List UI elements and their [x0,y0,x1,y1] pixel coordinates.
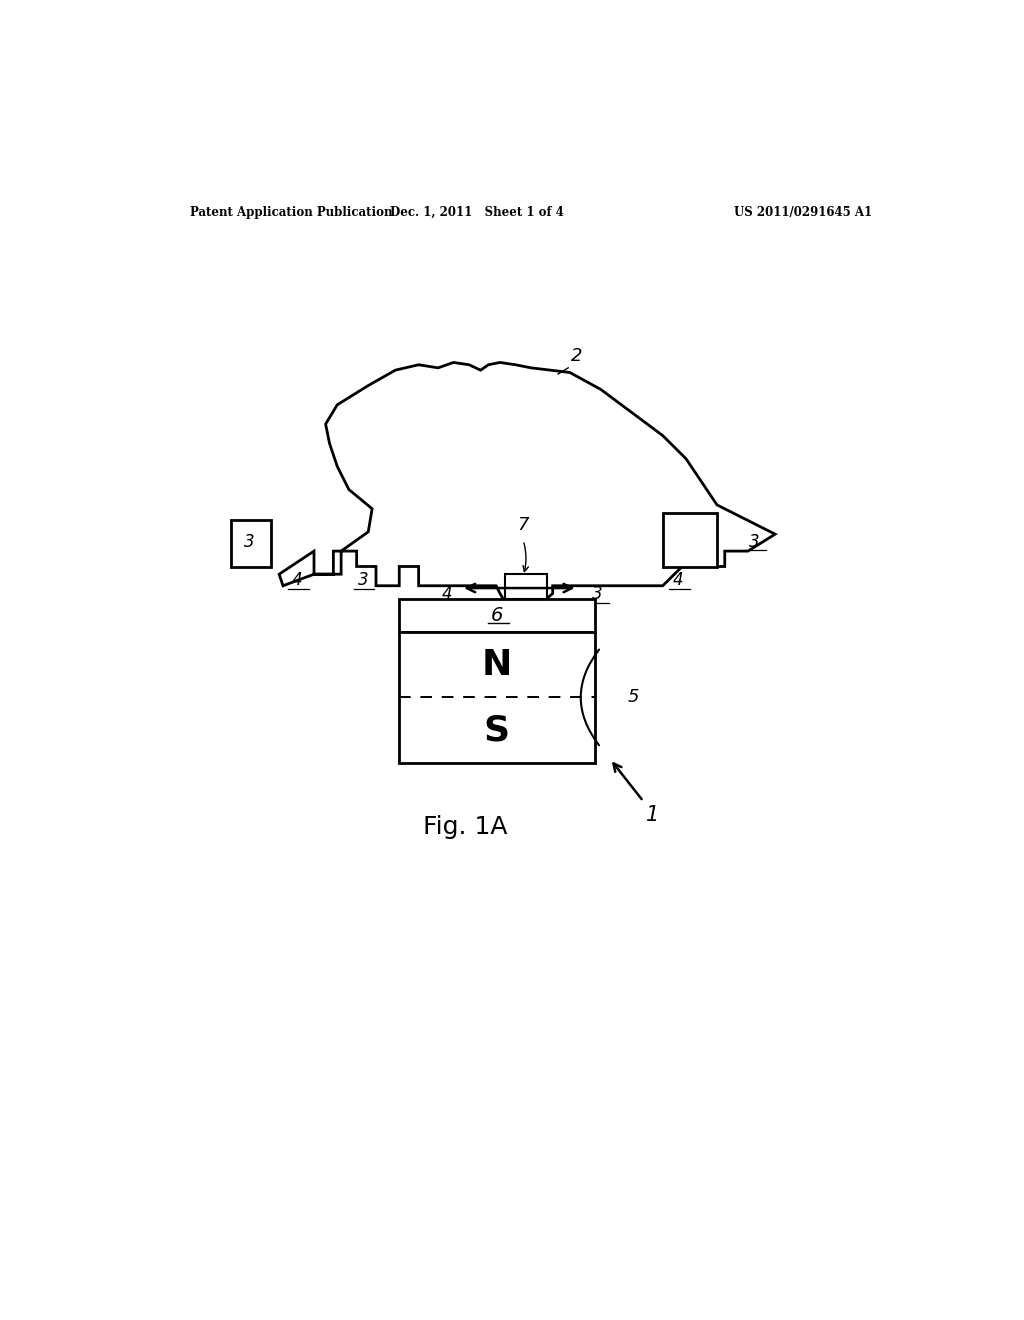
Polygon shape [231,520,271,566]
Text: 3: 3 [244,533,254,550]
Bar [399,632,595,763]
Text: 4: 4 [442,585,453,603]
Text: US 2011/0291645 A1: US 2011/0291645 A1 [734,206,872,219]
Text: 3: 3 [357,572,369,589]
Text: 5: 5 [628,689,639,706]
Polygon shape [663,512,717,566]
Text: N: N [481,648,512,681]
Bar [399,599,595,632]
Text: Patent Application Publication: Patent Application Publication [190,206,392,219]
Text: 3: 3 [592,585,602,603]
Bar [505,574,547,599]
Text: Dec. 1, 2011   Sheet 1 of 4: Dec. 1, 2011 Sheet 1 of 4 [390,206,563,219]
Text: 7: 7 [517,516,529,535]
Text: 2: 2 [571,347,583,364]
Text: 3: 3 [749,533,760,550]
Text: Fig. 1A: Fig. 1A [423,814,507,838]
Text: 4: 4 [673,572,684,589]
Text: 1: 1 [646,805,659,825]
Text: S: S [483,713,510,747]
Polygon shape [280,363,775,599]
Text: 6: 6 [490,606,503,624]
Text: 4: 4 [292,572,302,589]
